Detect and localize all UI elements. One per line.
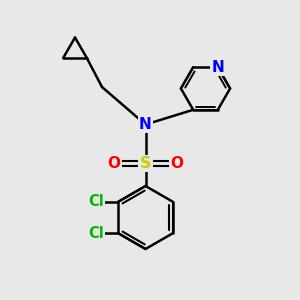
Text: Cl: Cl <box>88 226 103 241</box>
Text: O: O <box>107 156 121 171</box>
Text: S: S <box>140 156 151 171</box>
Text: O: O <box>170 156 184 171</box>
Text: N: N <box>139 117 152 132</box>
Text: Cl: Cl <box>88 194 103 209</box>
Text: N: N <box>212 60 224 75</box>
